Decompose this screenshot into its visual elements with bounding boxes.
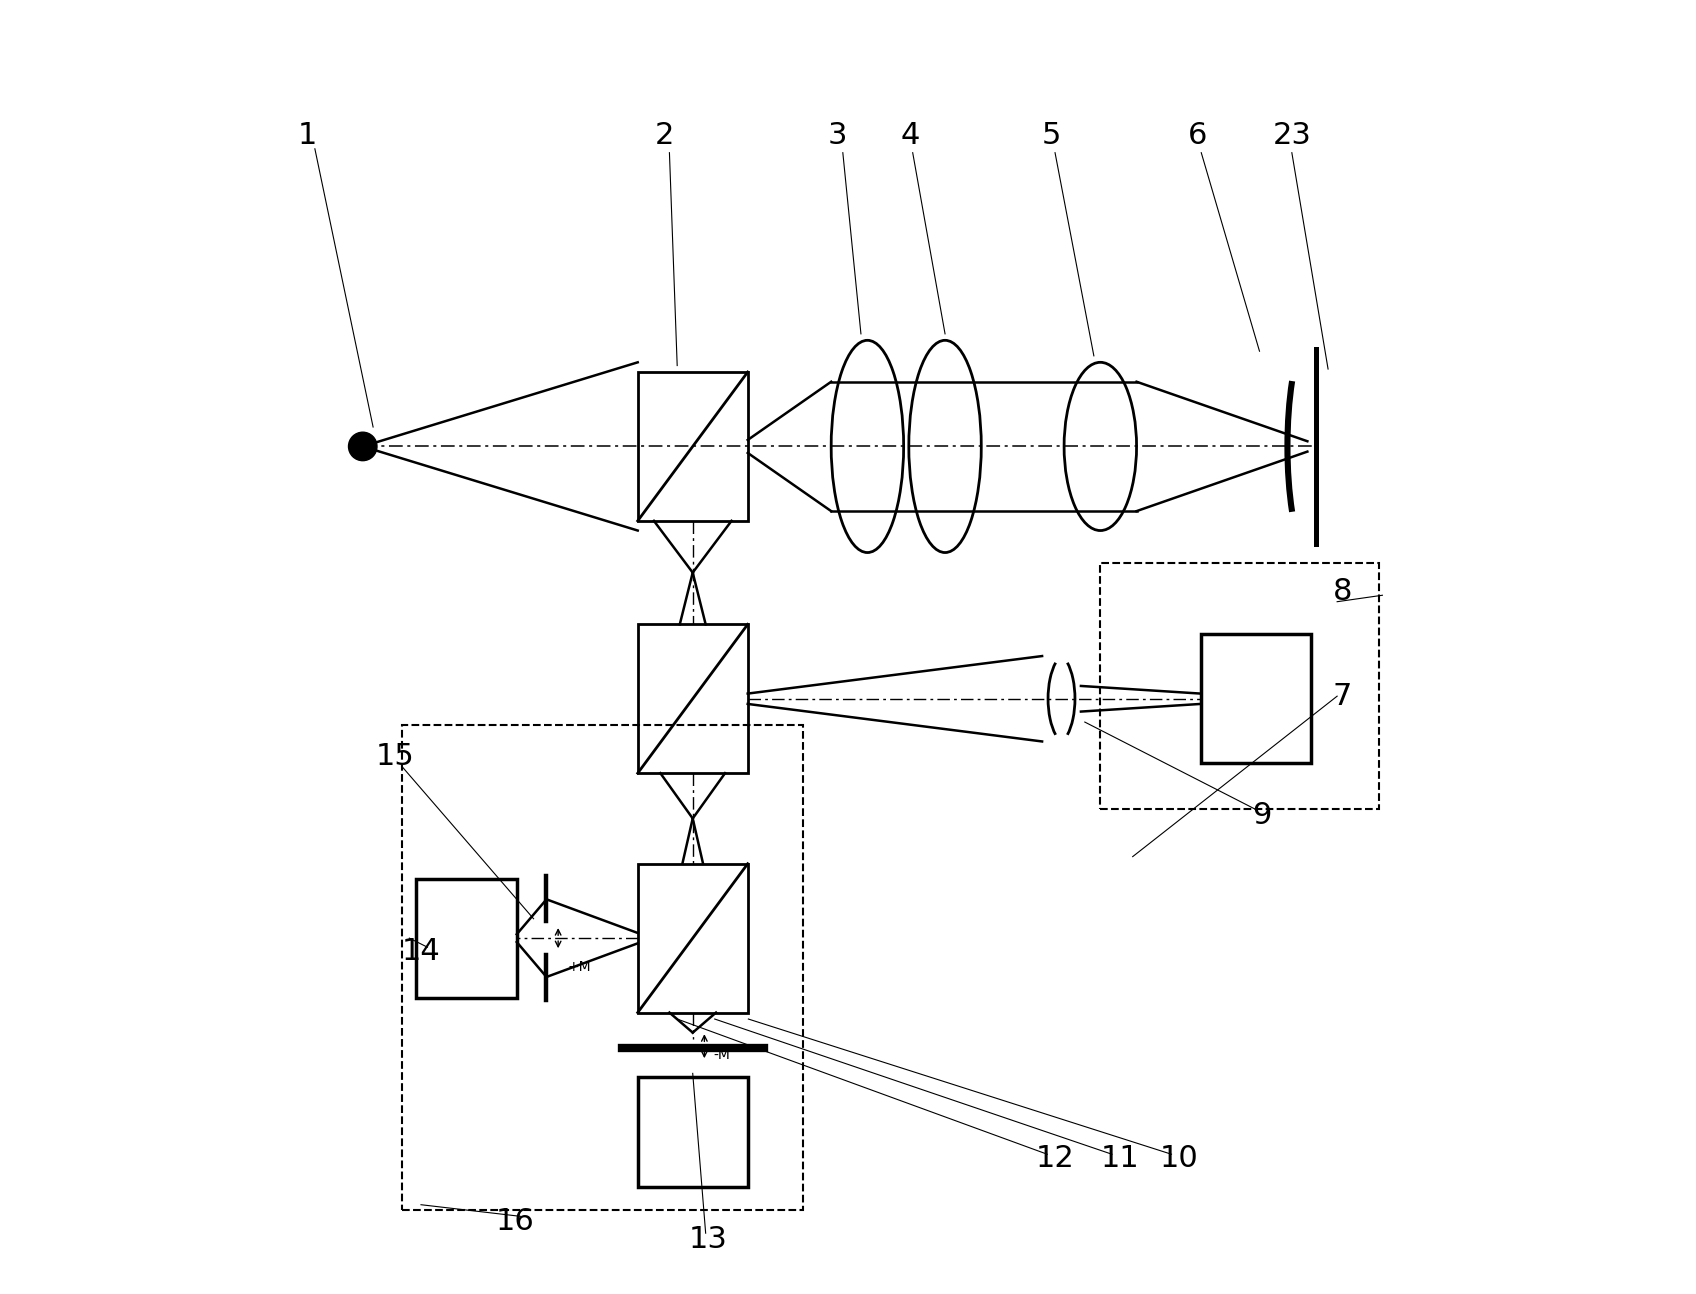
- Text: 15: 15: [377, 743, 414, 771]
- Bar: [402, 725, 802, 1210]
- Text: 6: 6: [1187, 122, 1208, 150]
- Text: 8: 8: [1333, 577, 1352, 606]
- Text: +M: +M: [566, 960, 590, 973]
- Bar: [416, 879, 517, 998]
- Bar: [1101, 563, 1379, 809]
- Bar: [638, 1077, 748, 1188]
- Bar: [1201, 634, 1311, 763]
- Bar: [638, 864, 748, 1012]
- Text: 23: 23: [1272, 122, 1311, 150]
- Bar: [638, 371, 748, 520]
- Text: 9: 9: [1252, 801, 1272, 829]
- Bar: [638, 624, 748, 773]
- Text: 7: 7: [1333, 682, 1352, 710]
- Text: 2: 2: [655, 122, 673, 150]
- Text: 4: 4: [901, 122, 919, 150]
- Text: 14: 14: [402, 937, 441, 965]
- Text: 16: 16: [495, 1207, 534, 1236]
- Text: 1: 1: [297, 122, 317, 150]
- Text: 13: 13: [689, 1225, 728, 1254]
- Text: 10: 10: [1160, 1144, 1199, 1172]
- Text: 3: 3: [828, 122, 848, 150]
- Text: 11: 11: [1101, 1144, 1140, 1172]
- Text: -M: -M: [714, 1048, 731, 1061]
- Text: 12: 12: [1036, 1144, 1074, 1172]
- Text: 5: 5: [1041, 122, 1060, 150]
- Circle shape: [348, 432, 377, 461]
